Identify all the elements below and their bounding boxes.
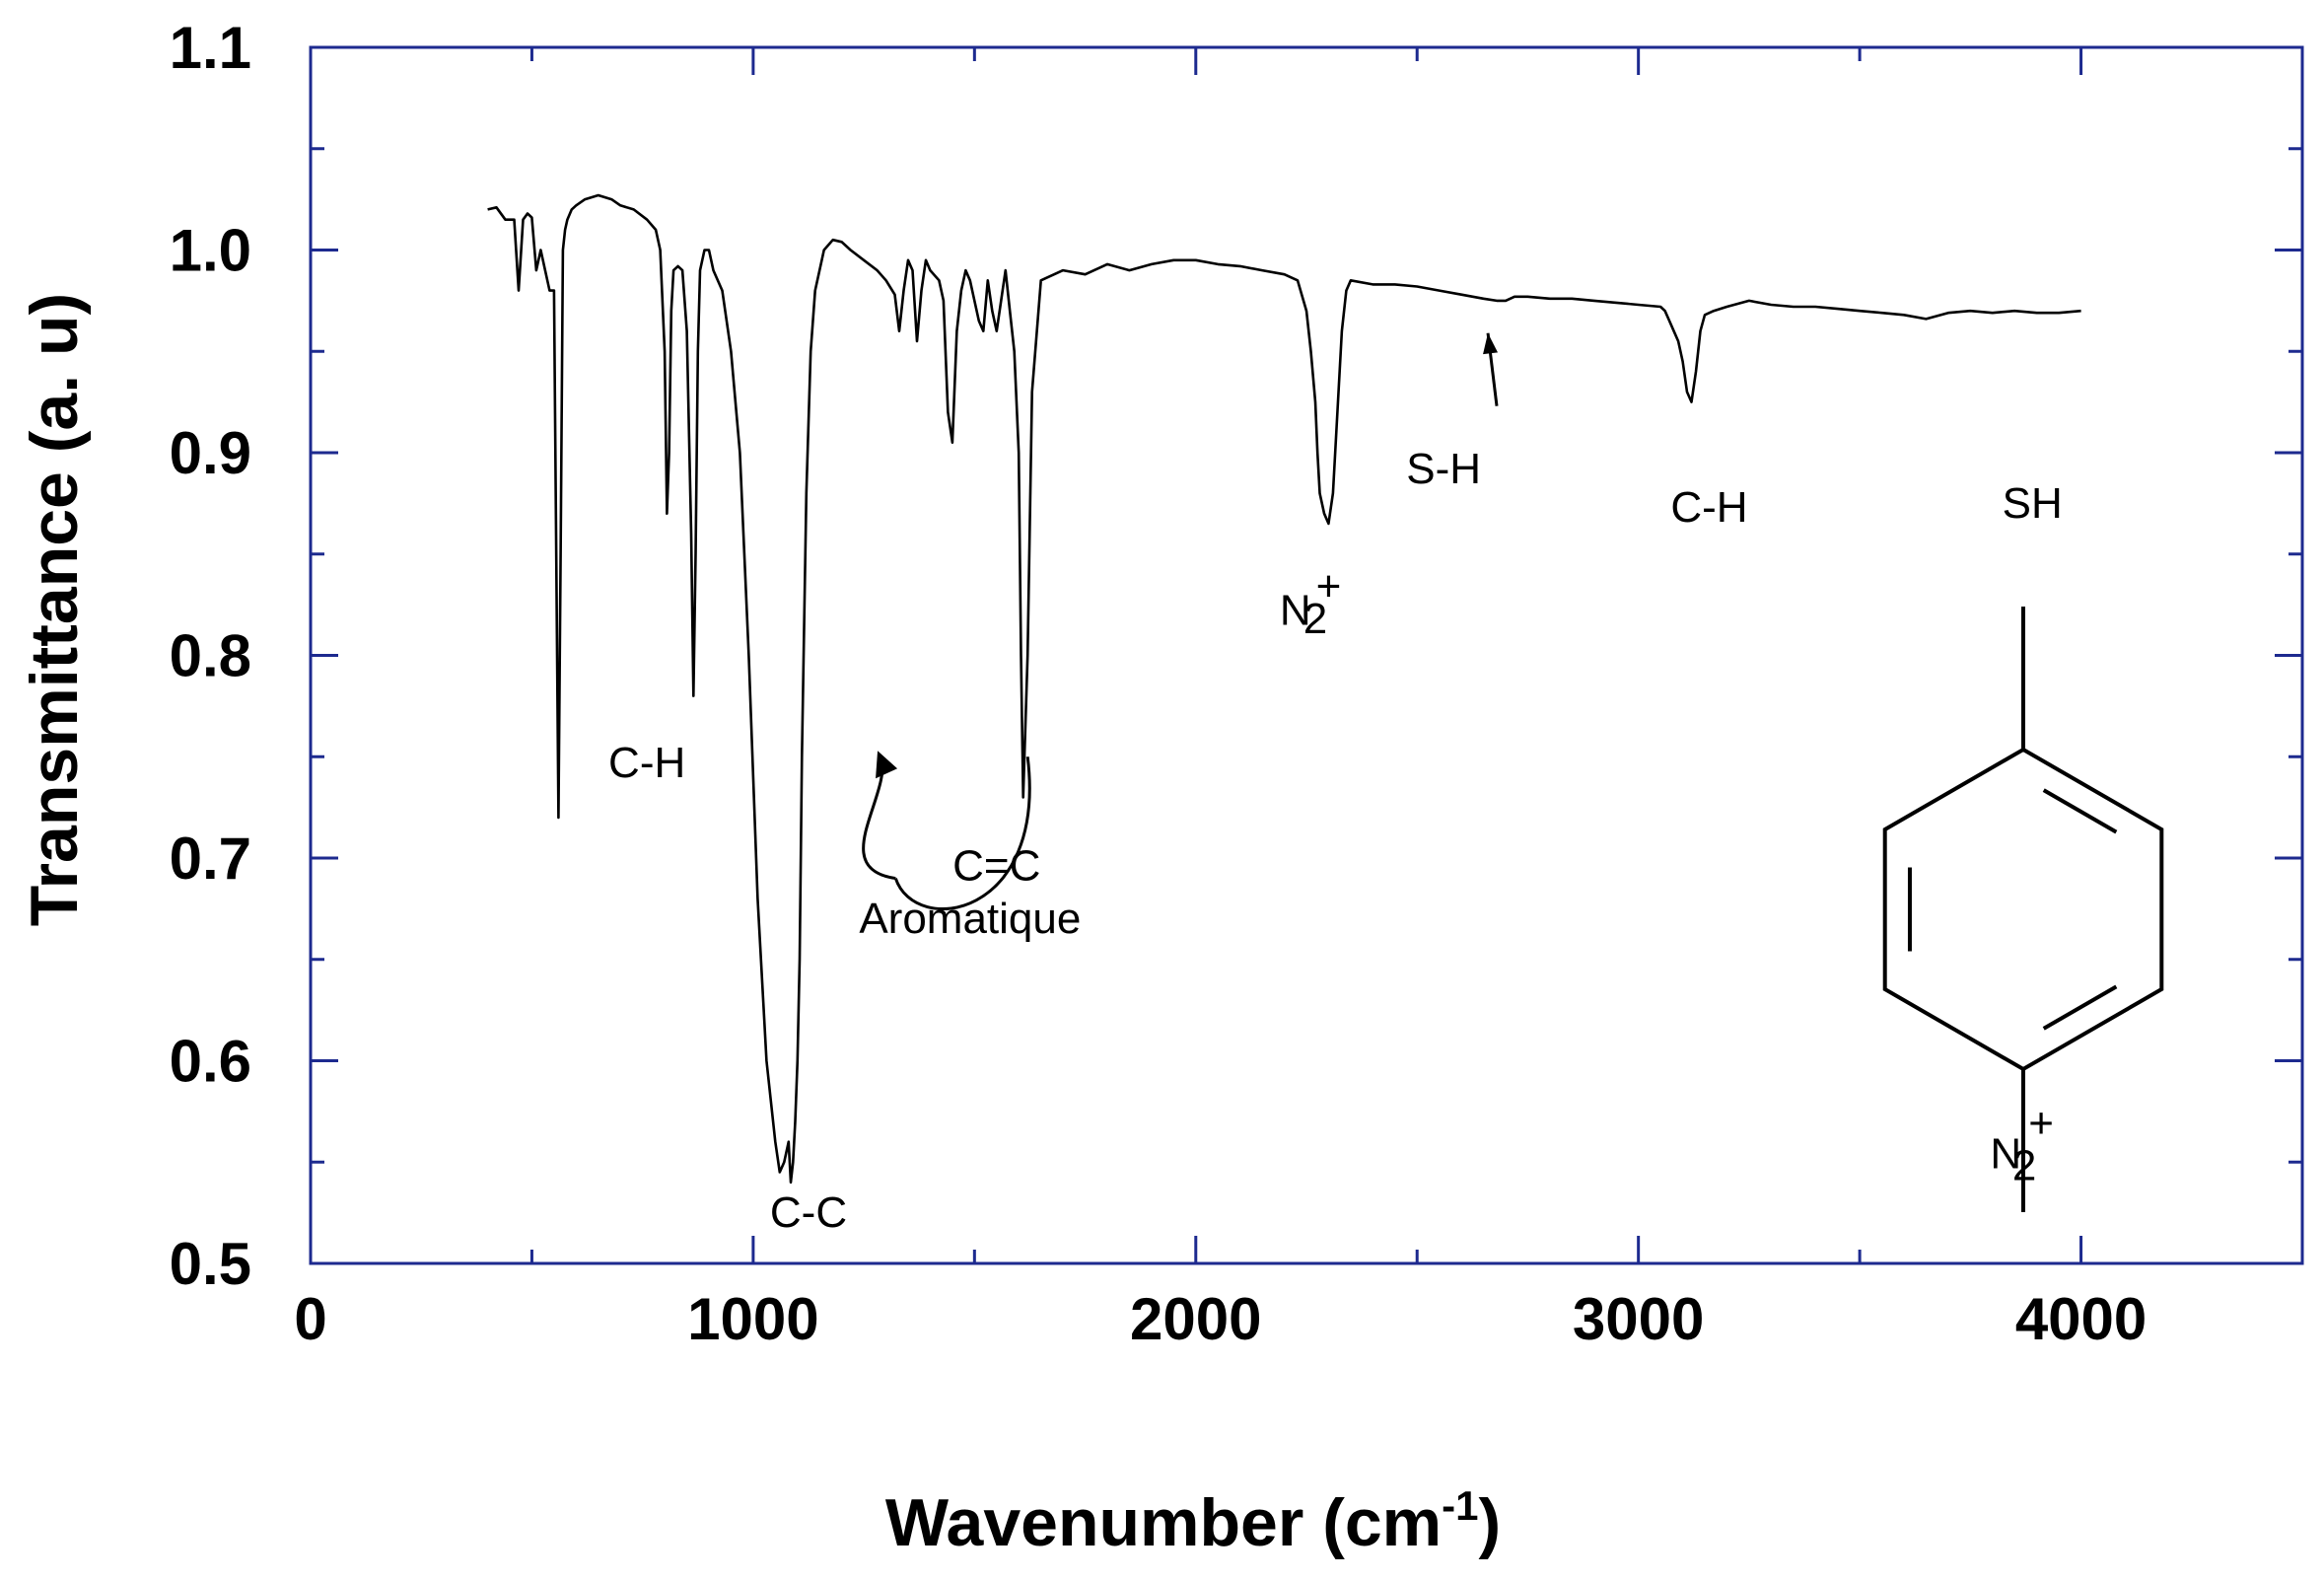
- double-bond-inner: [2042, 788, 2118, 834]
- molecule-structure: [1882, 607, 2164, 1212]
- plot-frame: [309, 45, 2304, 1265]
- double-bond-inner: [2042, 984, 2118, 1031]
- annotation-label: C-H: [608, 739, 685, 787]
- y-axis-title: Transmittance (a. u): [17, 293, 92, 926]
- benzene-ring: [1882, 747, 2164, 1072]
- annotation-label: C-C: [770, 1188, 847, 1237]
- x-axis-title: Wavenumber (cm-1): [885, 1482, 1501, 1560]
- x-tick-label: 1000: [687, 1286, 818, 1352]
- annotation-label: C-H: [1670, 483, 1747, 532]
- x-tick-label: 3000: [1573, 1286, 1704, 1352]
- annotation-label: N: [1990, 1129, 2021, 1178]
- plot-area-border: [309, 45, 2304, 1265]
- y-tick-label: 0.5: [170, 1231, 251, 1297]
- y-tick-label: 1.1: [170, 15, 251, 81]
- spectrum-line: [487, 193, 2081, 1185]
- curved-arrow-part1: [893, 756, 1031, 910]
- x-tick-label: 0: [294, 1286, 326, 1352]
- x-tick-label: 2000: [1130, 1286, 1261, 1352]
- x-axis-title-main: Wavenumber (cm: [885, 1485, 1442, 1560]
- tick-labels: 0 1000 2000 3000 4000 0.5 0.6 0.7 0.8 0.9 1.0 1.1: [170, 15, 2148, 1352]
- y-tick-label: 0.9: [170, 420, 251, 486]
- x-axis-title-sup: -1: [1442, 1482, 1478, 1529]
- annotation-label: +: [1316, 562, 1342, 611]
- x-axis-title-close: ): [1479, 1485, 1502, 1560]
- curved-arrow-head: [876, 751, 898, 779]
- annotation-label: 2: [1303, 595, 1327, 643]
- axis-ticks: [309, 45, 2302, 1265]
- annotation-label: S-H: [1406, 445, 1481, 493]
- y-tick-label: 1.0: [170, 218, 251, 284]
- series-layer: [487, 193, 2081, 1185]
- y-tick-label: 0.7: [170, 826, 251, 892]
- arrow-head: [1483, 332, 1499, 355]
- y-tick-label: 0.8: [170, 623, 251, 689]
- annotation-label: N: [1280, 587, 1311, 635]
- annotation-label: SH: [2003, 479, 2063, 528]
- annotation-label: +: [2028, 1100, 2054, 1148]
- y-tick-label: 0.6: [170, 1029, 251, 1095]
- annotation-label: C=C: [952, 842, 1040, 891]
- x-tick-label: 4000: [2015, 1286, 2147, 1352]
